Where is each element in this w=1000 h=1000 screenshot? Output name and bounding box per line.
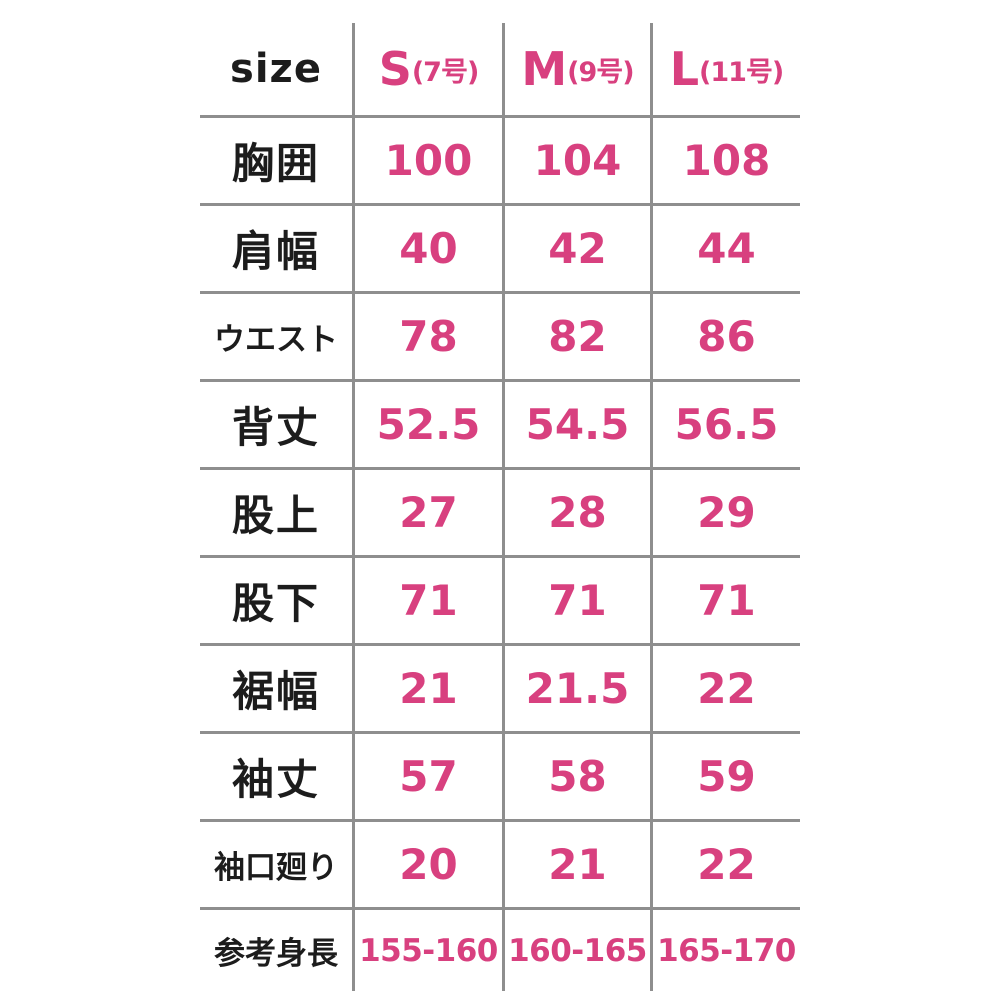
cell-value: 71 xyxy=(399,576,458,625)
cell-value: 104 xyxy=(533,136,622,185)
cell-value: 82 xyxy=(548,312,607,361)
size-tag-s: (7号) xyxy=(411,56,479,88)
cell-value: 27 xyxy=(399,488,458,537)
cell-value: 56.5 xyxy=(674,400,779,449)
cell-value: 108 xyxy=(682,136,771,185)
table-row-rise: 股上 27 28 29 xyxy=(200,470,800,558)
table-row-chest: 胸囲 100 104 108 xyxy=(200,118,800,206)
cell-value: 42 xyxy=(548,224,607,273)
row-label: 股下 xyxy=(231,579,320,628)
row-label: 参考身長 xyxy=(214,936,338,972)
column-header-m: M (9号) xyxy=(502,23,650,115)
table-row-shoulder: 肩幅 40 42 44 xyxy=(200,206,800,294)
cell-value: 59 xyxy=(697,752,756,801)
cell-value: 20 xyxy=(399,840,458,889)
cell-value: 29 xyxy=(697,488,756,537)
table-row-hem-width: 裾幅 21 21.5 22 xyxy=(200,646,800,734)
size-table: size S (7号) M (9号) L (11号) 胸囲 100 104 108 肩… xyxy=(200,23,800,991)
cell-value: 22 xyxy=(697,840,756,889)
row-label: 袖丈 xyxy=(231,755,320,804)
row-label: ウエスト xyxy=(214,322,338,358)
row-label: 胸囲 xyxy=(231,139,320,188)
table-row-inseam: 股下 71 71 71 xyxy=(200,558,800,646)
size-header-label: size xyxy=(230,46,322,92)
cell-value: 22 xyxy=(697,664,756,713)
table-row-cuff: 袖口廻り 20 21 22 xyxy=(200,822,800,910)
size-letter-m: M xyxy=(521,42,568,96)
cell-value: 21 xyxy=(548,840,607,889)
size-tag-l: (11号) xyxy=(699,56,784,88)
row-label: 股上 xyxy=(231,491,320,540)
column-header-s: S (7号) xyxy=(352,23,502,115)
cell-value: 21 xyxy=(399,664,458,713)
row-label: 裾幅 xyxy=(231,667,320,716)
cell-value: 165-170 xyxy=(657,932,796,969)
row-label: 肩幅 xyxy=(231,227,320,276)
cell-value: 44 xyxy=(697,224,756,273)
cell-value: 21.5 xyxy=(525,664,630,713)
cell-value: 71 xyxy=(548,576,607,625)
table-row-reference-height: 参考身長 155-160 160-165 165-170 xyxy=(200,910,800,991)
cell-value: 28 xyxy=(548,488,607,537)
cell-value: 71 xyxy=(697,576,756,625)
header-row: size S (7号) M (9号) L (11号) xyxy=(200,23,800,118)
cell-value: 58 xyxy=(548,752,607,801)
cell-value: 86 xyxy=(697,312,756,361)
size-letter-s: S xyxy=(378,42,412,96)
row-label: 袖口廻り xyxy=(214,850,338,886)
column-header-l: L (11号) xyxy=(650,23,800,115)
cell-value: 78 xyxy=(399,312,458,361)
size-letter-l: L xyxy=(669,42,700,96)
cell-value: 52.5 xyxy=(376,400,481,449)
table-row-back-length: 背丈 52.5 54.5 56.5 xyxy=(200,382,800,470)
cell-value: 54.5 xyxy=(525,400,630,449)
size-tag-m: (9号) xyxy=(567,56,634,88)
row-label: 背丈 xyxy=(231,403,320,452)
table-row-waist: ウエスト 78 82 86 xyxy=(200,294,800,382)
cell-value: 155-160 xyxy=(359,932,498,969)
table-row-sleeve-length: 袖丈 57 58 59 xyxy=(200,734,800,822)
cell-value: 160-165 xyxy=(508,932,647,969)
cell-value: 40 xyxy=(399,224,458,273)
cell-value: 57 xyxy=(399,752,458,801)
cell-value: 100 xyxy=(384,136,473,185)
